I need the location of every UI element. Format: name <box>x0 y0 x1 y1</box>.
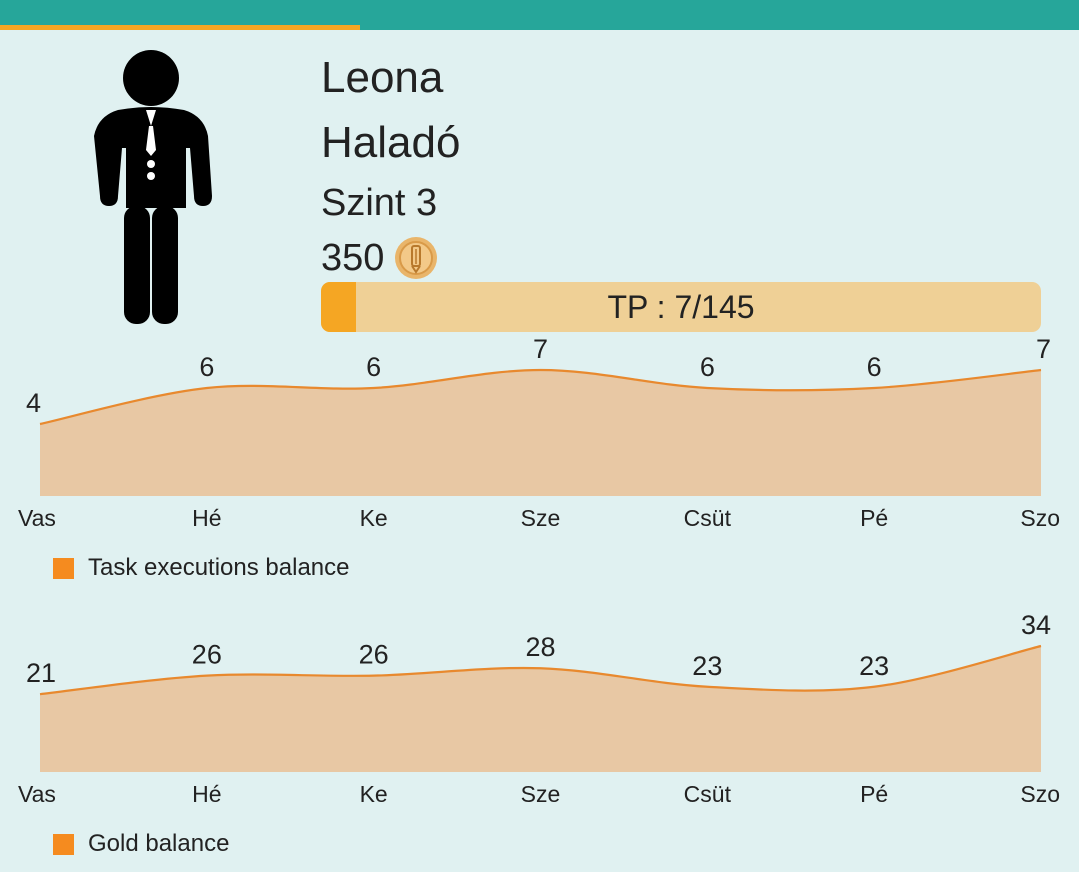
legend-label: Task executions balance <box>88 554 350 581</box>
data-label: 4 <box>26 388 41 418</box>
tp-progress-bar: TP : 7/145 <box>321 282 1041 332</box>
x-tick-label: Pé <box>860 505 888 531</box>
gold-display: 350 <box>321 234 438 282</box>
x-tick-label: Hé <box>192 781 221 807</box>
data-label: 34 <box>1021 610 1051 640</box>
task-executions-chart: 4 6 6 7 6 6 7 Vas Hé Ke Sze Csüt Pé Szo <box>0 330 1079 560</box>
task-executions-chart-svg: 4 6 6 7 6 6 7 Vas Hé Ke Sze Csüt Pé Szo <box>18 334 1060 531</box>
data-label: 7 <box>1036 334 1051 364</box>
tab-indicator <box>0 25 360 30</box>
x-tick-label: Vas <box>18 505 56 531</box>
task-executions-legend: Task executions balance <box>53 554 350 582</box>
gold-value: 350 <box>321 237 385 279</box>
gold-coin-icon <box>395 237 438 279</box>
x-tick-label: Szo <box>1020 505 1060 531</box>
gold-balance-chart: 21 26 26 28 23 23 34 Vas Hé Ke Sze Csüt Pé Szo <box>0 606 1079 836</box>
x-tick-label: Csüt <box>684 505 732 531</box>
data-label: 21 <box>26 658 56 688</box>
data-label: 6 <box>867 352 882 382</box>
businessman-icon <box>94 50 212 324</box>
x-tick-label: Sze <box>521 505 561 531</box>
x-tick-label: Szo <box>1020 781 1060 807</box>
player-rank: Haladó <box>321 118 461 167</box>
data-label: 23 <box>859 651 889 681</box>
player-level: Szint 3 <box>321 182 438 224</box>
x-tick-label: Vas <box>18 781 56 807</box>
legend-swatch <box>53 557 74 579</box>
tp-progress-fill <box>321 282 356 332</box>
series-area <box>40 370 1041 496</box>
data-label: 26 <box>359 640 389 670</box>
x-tick-label: Ke <box>360 505 388 531</box>
series-line <box>39 644 1042 696</box>
x-tick-label: Ke <box>360 781 388 807</box>
data-label: 23 <box>692 651 722 681</box>
legend-swatch <box>53 833 74 855</box>
player-name: Leona <box>321 53 444 102</box>
gold-balance-chart-svg: 21 26 26 28 23 23 34 Vas Hé Ke Sze Csüt Pé Szo <box>18 610 1060 807</box>
data-label: 28 <box>525 632 555 662</box>
x-tick-label: Csüt <box>684 781 732 807</box>
data-label: 6 <box>700 352 715 382</box>
data-label: 7 <box>533 334 548 364</box>
data-label: 6 <box>366 352 381 382</box>
gold-balance-legend: Gold balance <box>53 830 229 858</box>
tp-progress-label: TP : 7/145 <box>607 288 755 325</box>
x-tick-label: Pé <box>860 781 888 807</box>
data-label: 26 <box>192 640 222 670</box>
series-line <box>39 368 1042 426</box>
legend-label: Gold balance <box>88 830 230 857</box>
series-area <box>40 646 1041 772</box>
x-tick-label: Sze <box>521 781 561 807</box>
x-tick-label: Hé <box>192 505 221 531</box>
data-label: 6 <box>199 352 214 382</box>
